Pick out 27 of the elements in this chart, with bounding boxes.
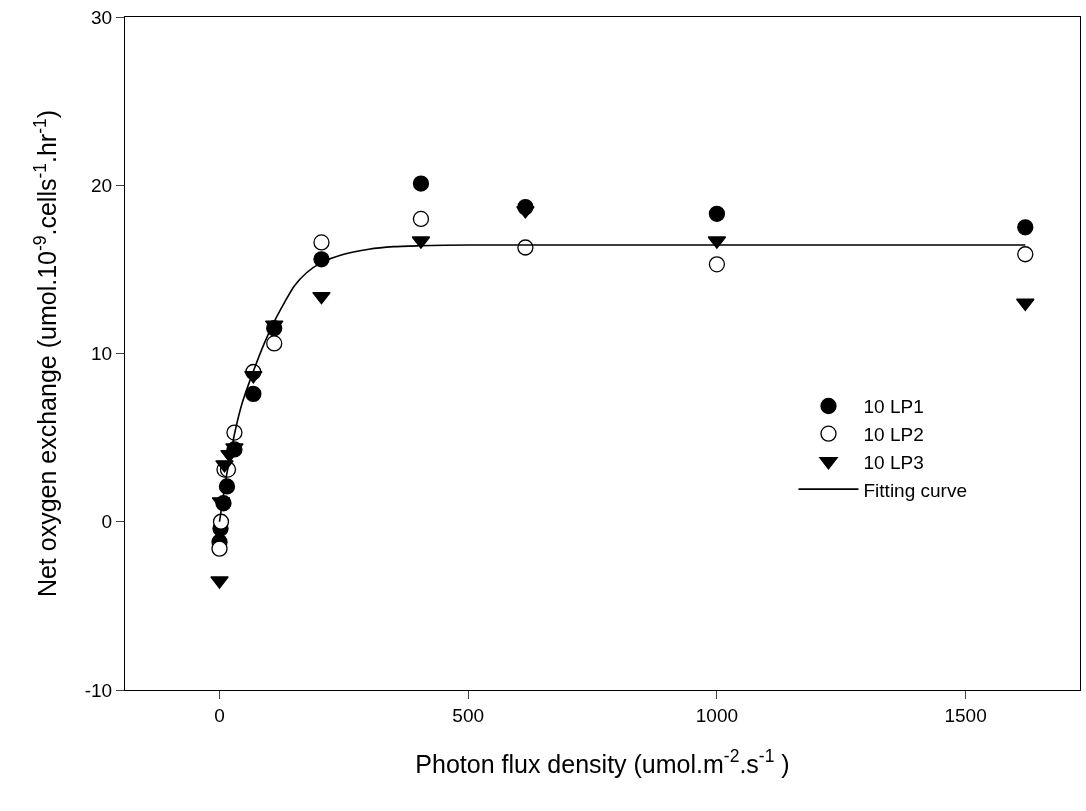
legend-label: Fitting curve (863, 479, 967, 501)
point (1015, 298, 1035, 312)
point (708, 256, 726, 273)
point (412, 175, 430, 192)
point (245, 385, 262, 403)
point (708, 205, 726, 222)
point (313, 234, 330, 251)
y-tick-label: 30 (91, 6, 113, 28)
x-axis-title: Photon flux density (umol.m$^{-2}$.s$^{-1}$ ) (415, 746, 790, 778)
legend-label: 10 LP1 (863, 396, 924, 418)
point (266, 335, 283, 352)
y-tick-label: 10 (91, 343, 113, 365)
y-tick-label: 20 (91, 174, 113, 196)
legend-label: 10 LP2 (863, 424, 924, 446)
x-tick-label: 1000 (695, 704, 739, 726)
point (212, 513, 230, 530)
point (312, 291, 331, 305)
x-tick-label: 1500 (944, 704, 987, 726)
point (412, 210, 430, 228)
legend-label: 10 LP3 (863, 451, 924, 473)
y-tick-label: 0 (101, 511, 113, 533)
x-tick-label: 0 (214, 704, 225, 726)
point (1017, 246, 1034, 263)
point (1017, 219, 1034, 236)
point (211, 540, 228, 557)
y-tick-label: -10 (84, 679, 113, 701)
x-tick-label: 500 (452, 704, 485, 726)
